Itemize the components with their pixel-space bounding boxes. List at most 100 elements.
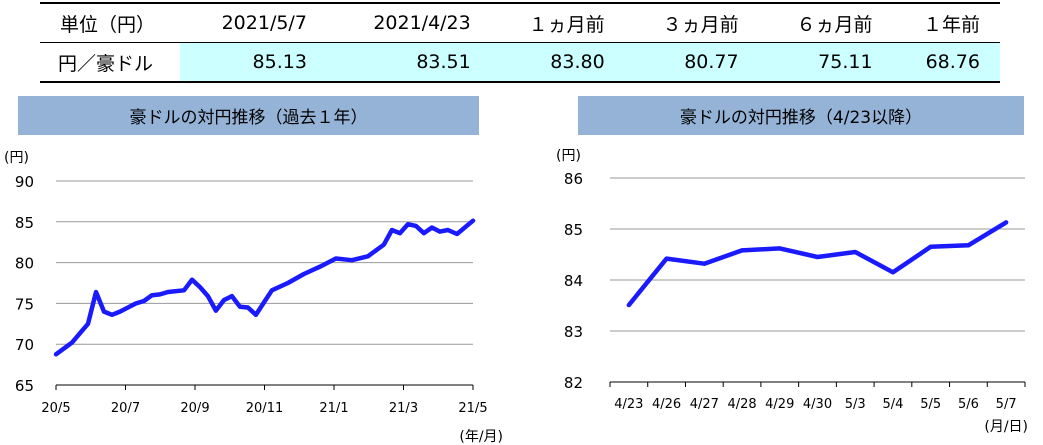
x-tick-label: 20/7 xyxy=(111,401,140,416)
data-point xyxy=(86,322,90,326)
data-point xyxy=(254,313,258,317)
x-tick-label: 4/28 xyxy=(727,397,756,412)
data-point xyxy=(134,301,138,305)
data-point xyxy=(142,299,146,303)
y-tick-label: 84 xyxy=(564,272,583,290)
table-cell: 83.80 xyxy=(490,42,625,83)
data-point xyxy=(1004,220,1009,225)
y-tick-label: 82 xyxy=(564,374,583,392)
table-cell: 80.77 xyxy=(624,42,759,83)
data-point xyxy=(150,293,154,297)
table-header-cell: ６ヵ月前 xyxy=(758,2,893,43)
y-axis-unit: (円) xyxy=(4,150,29,166)
data-point xyxy=(471,219,475,223)
data-point xyxy=(382,243,386,247)
data-point xyxy=(158,292,162,296)
x-tick-label: 21/5 xyxy=(458,401,487,416)
data-point xyxy=(286,281,290,285)
data-point xyxy=(966,243,971,248)
data-point xyxy=(390,228,394,232)
table-header-cell: ３ヵ月前 xyxy=(624,2,759,43)
x-tick-label: 20/11 xyxy=(246,401,283,416)
x-tick-label: 5/7 xyxy=(996,397,1017,412)
x-tick-label: 20/5 xyxy=(41,401,70,416)
data-point xyxy=(230,294,234,298)
y-tick-label: 65 xyxy=(15,377,34,395)
y-tick-label: 90 xyxy=(15,173,34,191)
data-point xyxy=(206,294,210,298)
table-header-cell: 2021/5/7 xyxy=(180,2,327,43)
series-line xyxy=(53,218,476,357)
x-tick-label: 4/27 xyxy=(690,397,719,412)
data-point xyxy=(350,258,354,262)
data-point xyxy=(853,250,858,254)
table-cell: 68.76 xyxy=(892,42,1000,83)
data-point xyxy=(928,244,933,249)
x-tick-label: 5/5 xyxy=(920,397,941,412)
data-point xyxy=(366,254,370,258)
data-point xyxy=(246,306,250,309)
y-tick-label: 75 xyxy=(15,295,34,313)
data-point xyxy=(406,222,410,226)
data-point xyxy=(262,301,266,304)
table-header-unit: 単位（円） xyxy=(40,2,180,43)
x-tick-label: 4/30 xyxy=(803,397,832,412)
data-point xyxy=(102,310,106,314)
data-point xyxy=(198,285,202,289)
left-chart-title: 豪ドルの対円推移（過去１年） xyxy=(18,96,479,135)
data-point xyxy=(815,255,820,259)
data-point xyxy=(166,290,170,294)
data-point xyxy=(891,270,895,275)
table-row-label: 円／豪ドル xyxy=(40,42,180,83)
data-point xyxy=(270,288,274,292)
data-point xyxy=(110,313,114,317)
table-cell: 85.13 xyxy=(180,42,327,83)
data-point xyxy=(334,257,338,260)
data-point xyxy=(238,305,242,309)
data-point xyxy=(430,226,434,229)
x-axis-unit: (月/日) xyxy=(984,419,1028,435)
data-point xyxy=(438,230,442,234)
data-point xyxy=(94,290,98,294)
data-point xyxy=(182,288,186,292)
table-row: 円／豪ドル 85.13 83.51 83.80 80.77 75.11 68.7… xyxy=(40,42,1000,83)
data-point xyxy=(455,232,459,236)
data-point xyxy=(398,231,402,235)
rate-summary-table: 単位（円） 2021/5/7 2021/4/23 １ヵ月前 ３ヵ月前 ６ヵ月前 … xyxy=(40,2,1000,83)
data-point xyxy=(626,303,631,307)
x-tick-label: 5/4 xyxy=(882,397,903,412)
data-point xyxy=(702,261,707,266)
x-tick-label: 4/26 xyxy=(652,397,681,412)
table-cell: 83.51 xyxy=(326,42,491,83)
table-header-cell: 2021/4/23 xyxy=(326,2,491,43)
x-tick-label: 4/23 xyxy=(614,397,643,412)
table-header-cell: １年前 xyxy=(892,2,1000,43)
data-point xyxy=(222,298,226,302)
data-point xyxy=(446,228,450,232)
data-point xyxy=(214,309,218,313)
x-axis-unit: (年/月) xyxy=(459,429,503,445)
series-line xyxy=(626,220,1009,308)
x-tick-label: 5/3 xyxy=(845,397,866,412)
table-header-cell: １ヵ月前 xyxy=(490,2,625,43)
y-tick-label: 85 xyxy=(564,221,583,239)
x-tick-label: 4/29 xyxy=(765,397,794,412)
data-point xyxy=(54,352,58,356)
data-point xyxy=(414,224,418,228)
y-tick-label: 86 xyxy=(564,170,583,188)
x-tick-label: 20/9 xyxy=(180,401,209,416)
data-point xyxy=(190,278,194,282)
y-tick-label: 83 xyxy=(564,323,583,341)
data-point xyxy=(118,310,122,314)
data-point xyxy=(422,231,426,235)
data-point xyxy=(777,246,782,251)
x-tick-label: 21/3 xyxy=(389,401,418,416)
data-point xyxy=(740,248,744,253)
data-point xyxy=(70,341,74,345)
data-point xyxy=(318,265,322,269)
data-point xyxy=(664,256,669,261)
table-cell: 75.11 xyxy=(758,42,893,83)
table-header-row: 単位（円） 2021/5/7 2021/4/23 １ヵ月前 ３ヵ月前 ６ヵ月前 … xyxy=(40,2,1000,43)
right-chart-title: 豪ドルの対円推移（4/23以降） xyxy=(578,96,1024,135)
